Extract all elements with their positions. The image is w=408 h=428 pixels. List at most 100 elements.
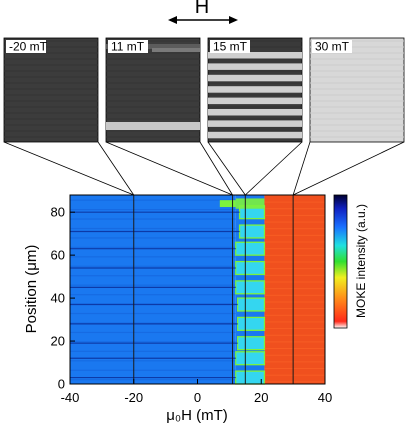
moke-panel: -20 mT (3, 37, 99, 143)
y-tick-label: 80 (51, 205, 65, 220)
y-axis-label: Position (μm) (23, 245, 40, 334)
heatmap-texture-line (70, 312, 236, 315)
y-axis-ticks: 0 20 40 60 80 (51, 205, 75, 392)
x-axis-label: μ₀H (mT) (166, 407, 228, 424)
moke-panel-label: 30 mT (315, 40, 350, 54)
domain-stripe (235, 280, 266, 295)
heatmap-texture-line (264, 368, 325, 370)
domain-stripe (237, 316, 266, 331)
moke-panel: 30 mT (309, 37, 405, 143)
panel-connector-line (199, 141, 233, 196)
heatmap-texture-line (70, 294, 236, 296)
panel-connector-line (105, 141, 233, 196)
moke-panel-label-box (6, 40, 46, 53)
heatmap-texture-line (70, 331, 236, 334)
heatmap-texture-line (264, 254, 325, 256)
heatmap-texture-line (70, 379, 236, 381)
panel-connector-lines (3, 141, 405, 196)
moke-domain-stripe (208, 97, 302, 105)
heatmap-texture-line (264, 241, 325, 243)
heatmap-texture-line (70, 265, 236, 267)
moke-panel-label-box (108, 40, 148, 53)
colorbar-label: MOKE intensity (a.u.) (354, 204, 368, 318)
x-axis-ticks: -40 -20 0 20 40 (61, 379, 332, 405)
heatmap-texture-line (264, 308, 325, 310)
colorbar (333, 194, 348, 329)
moke-domain-stripe (208, 86, 302, 93)
field-direction-label: H (195, 0, 209, 18)
heatmap-texture-line (70, 369, 236, 371)
heatmap-texture-line (264, 221, 325, 223)
moke-panel-label: 11 mT (111, 40, 145, 54)
early-stripe-extension (235, 198, 265, 209)
heatmap-texture-line (70, 218, 236, 220)
heatmap-texture-line (264, 201, 325, 203)
heatmap-texture-line (264, 268, 325, 270)
heatmap-texture-line (264, 248, 325, 250)
heatmap-texture-line (264, 281, 325, 283)
heatmap-texture-line (264, 234, 325, 236)
panel-connector-line (245, 141, 303, 196)
heatmap-texture-line (264, 301, 325, 303)
heatmap-texture-line (264, 261, 325, 263)
domain-stripe (235, 351, 266, 366)
field-direction-arrow (168, 16, 238, 24)
domain-stripe (238, 224, 266, 239)
heatmap-texture-line (264, 361, 325, 363)
moke-panel-label: 15 mT (213, 40, 248, 54)
heatmap-texture-line (264, 208, 325, 210)
moke-domain-stripe (208, 63, 302, 70)
heatmap-texture-line (70, 237, 236, 239)
moke-domain-stripe (152, 48, 200, 52)
heatmap-texture-line (264, 228, 325, 230)
heatmap-plot (70, 194, 325, 385)
moke-panel-label-box (210, 40, 250, 53)
heatmap-texture-line (70, 350, 236, 352)
moke-domain-stripe (208, 74, 302, 82)
heatmap-texture-line (264, 348, 325, 350)
y-tick-label: 60 (51, 248, 65, 263)
heatmap-texture-line (264, 214, 325, 216)
heatmap-texture-line (70, 341, 236, 343)
domain-stripe (235, 260, 266, 276)
heatmap-texture-line (264, 328, 325, 330)
moke-panel-label-box (312, 40, 352, 53)
heatmap-texture-line (70, 256, 236, 258)
heatmap-region-saturated (264, 195, 325, 384)
moke-domain-stripe (106, 44, 200, 49)
panel-connector-line (292, 141, 311, 196)
moke-panel: 11 mT (105, 37, 201, 143)
heatmap-texture-line (264, 381, 325, 383)
domain-stripe (235, 241, 266, 256)
moke-panel-image (309, 37, 405, 143)
moke-image-panels: -20 mT 11 mT 15 mT 30 mT (3, 37, 405, 143)
heatmap-texture-line (264, 354, 325, 356)
moke-panel: 15 mT (207, 37, 303, 143)
heatmap-texture-line (70, 227, 236, 230)
heatmap-texture-line (70, 322, 236, 324)
y-tick-label: 20 (51, 334, 65, 349)
x-tick-label: -20 (124, 390, 143, 405)
heatmap-texture-line (70, 275, 236, 277)
panel-connector-line (97, 141, 135, 196)
early-stripe (219, 200, 236, 208)
domain-stripe (235, 370, 266, 385)
moke-domain-stripe (208, 52, 302, 59)
heatmap-region-unswitched (70, 195, 236, 384)
moke-panel-label: -20 mT (9, 40, 48, 54)
panel-connector-line (3, 141, 134, 196)
heatmap-texture-line (264, 334, 325, 336)
moke-panel-image (3, 37, 99, 143)
heatmap-texture-line (264, 288, 325, 290)
heatmap-texture-line (264, 341, 325, 343)
moke-domain-stripe (208, 131, 302, 139)
heatmap-texture-line (70, 360, 236, 362)
y-tick-label: 0 (58, 377, 65, 392)
domain-stripe (237, 336, 266, 351)
heatmap-texture-line (264, 294, 325, 296)
moke-domain-stripe (106, 122, 200, 130)
heatmap-texture-line (70, 284, 236, 286)
x-tick-label: 0 (194, 390, 201, 405)
heatmap-texture-line (70, 209, 236, 211)
